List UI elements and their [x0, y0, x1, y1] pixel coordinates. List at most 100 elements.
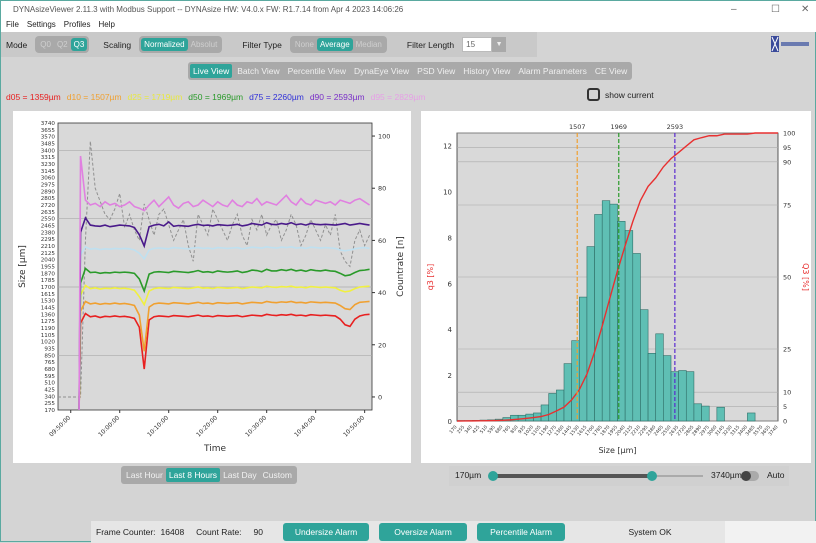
oversize-alarm-button[interactable]: Oversize Alarm	[379, 523, 467, 541]
y2-tick-label: 80	[378, 185, 386, 193]
time-custom[interactable]: Custom	[260, 468, 295, 482]
percentile-alarm-button[interactable]: Percentile Alarm	[477, 523, 565, 541]
y-tick-label: 680	[44, 367, 55, 373]
slider-high-handle[interactable]	[647, 471, 657, 481]
y-tick-label: 2975	[41, 183, 56, 189]
filter-length-input[interactable]: 15	[462, 37, 492, 52]
show-current-checkbox[interactable]: show current	[587, 88, 654, 101]
y-tick-label: 1700	[41, 285, 56, 291]
y-axis-label: Size [µm]	[18, 245, 28, 288]
tab-dynaeye-view[interactable]: DynaEye View	[351, 64, 412, 78]
view-tabs: Live View Batch View Percentile View Dyn…	[188, 62, 632, 80]
y-tick-label: 595	[44, 374, 55, 380]
slider-selected-range	[493, 474, 652, 478]
y-tick-label: 3230	[41, 162, 56, 168]
tab-ce-view[interactable]: CE View	[592, 64, 630, 78]
slider-max-label: 3740µm	[711, 470, 742, 480]
y-tick-label: 1445	[41, 306, 56, 312]
checkbox-box[interactable]	[587, 88, 600, 101]
time-range-selector: Last Hour Last 8 Hours Last Day Custom	[121, 466, 297, 484]
y-tick-label: 255	[44, 401, 55, 407]
status-spacer	[725, 521, 816, 543]
y-tick-label: 3740	[41, 121, 56, 127]
y-tick-label: 3485	[41, 142, 56, 148]
legend-d90: d90 = 2593µm	[310, 92, 365, 102]
y-tick-label: 425	[44, 388, 55, 394]
slider-low-handle[interactable]	[488, 471, 498, 481]
y2-tick-label: 95	[783, 144, 791, 152]
histogram-bar	[717, 407, 725, 421]
tab-batch-view[interactable]: Batch View	[234, 64, 282, 78]
chevron-down-icon[interactable]: ▼	[492, 37, 506, 52]
system-status: System OK	[575, 527, 725, 537]
percentile-marker-label: 2593	[667, 123, 684, 131]
y-tick-label: 2210	[41, 244, 56, 250]
y-tick-label: 1870	[41, 271, 56, 277]
scaling-normalized[interactable]: Normalized	[141, 38, 187, 51]
x-tick-label: 510	[479, 424, 489, 435]
y-tick-label: 170	[44, 408, 55, 414]
menu-file[interactable]: File	[6, 20, 19, 29]
slider-min-label: 170µm	[455, 470, 481, 480]
y-tick-label: 0	[448, 418, 452, 426]
y2-tick-label: 75	[783, 202, 791, 210]
y2-tick-label: 0	[378, 393, 382, 401]
tab-psd-view[interactable]: PSD View	[414, 64, 458, 78]
tab-percentile-view[interactable]: Percentile View	[285, 64, 349, 78]
x-axis-label: Time	[203, 444, 226, 454]
status-bar: Frame Counter: 16408 Count Rate: 90 Unde…	[91, 521, 816, 543]
auto-label: Auto	[767, 470, 785, 480]
undersize-alarm-button[interactable]: Undersize Alarm	[283, 523, 369, 541]
time-last-8-hours[interactable]: Last 8 Hours	[166, 468, 220, 482]
x-tick-label: 255	[456, 424, 466, 435]
menu-help[interactable]: Help	[98, 20, 114, 29]
minimize-button[interactable]: –	[731, 1, 737, 18]
y-tick-label: 510	[44, 381, 55, 387]
frame-counter-value: 16408	[161, 527, 185, 537]
close-button[interactable]: ✕	[801, 1, 809, 18]
time-last-hour[interactable]: Last Hour	[123, 468, 166, 482]
mode-q0[interactable]: Q0	[37, 38, 54, 51]
show-current-label: show current	[605, 90, 654, 100]
histogram-bar	[572, 341, 580, 421]
tab-history-view[interactable]: History View	[460, 64, 513, 78]
filter-average[interactable]: Average	[317, 38, 353, 51]
frame-counter-label: Frame Counter:	[96, 527, 156, 537]
filter-none[interactable]: None	[292, 38, 317, 51]
menu-settings[interactable]: Settings	[27, 20, 56, 29]
filter-median[interactable]: Median	[353, 38, 385, 51]
histogram-bar	[686, 372, 694, 421]
y-tick-label: 1360	[41, 312, 56, 318]
legend-d50: d50 = 1969µm	[188, 92, 243, 102]
tab-alarm-parameters[interactable]: Alarm Parameters	[515, 64, 590, 78]
histogram-bar	[579, 297, 587, 421]
y-tick-label: 1275	[41, 319, 56, 325]
maximize-button[interactable]: ☐	[771, 1, 780, 18]
y-tick-label: 2805	[41, 196, 56, 202]
legend-d05: d05 = 1359µm	[6, 92, 61, 102]
y-tick-label: 1190	[41, 326, 56, 332]
x-tick-label: 595	[487, 424, 497, 435]
mode-q3[interactable]: Q3	[71, 38, 88, 51]
menu-profiles[interactable]: Profiles	[64, 20, 91, 29]
x-tick-label: 425	[471, 424, 481, 435]
y2-tick-label: 25	[783, 346, 791, 354]
y-tick-label: 1105	[41, 333, 56, 339]
y2-axis-label: Countrate [n]	[396, 236, 406, 297]
auto-toggle[interactable]	[741, 471, 759, 481]
time-last-day[interactable]: Last Day	[220, 468, 260, 482]
mode-q2[interactable]: Q2	[54, 38, 71, 51]
y-tick-label: 2890	[41, 189, 56, 195]
histogram-bar	[556, 390, 564, 421]
filter-length-label: Filter Length	[407, 40, 454, 50]
scaling-absolut[interactable]: Absolut	[188, 38, 221, 51]
y-tick-label: 765	[44, 360, 55, 366]
legend-d25: d25 = 1719µm	[128, 92, 183, 102]
tab-live-view[interactable]: Live View	[190, 64, 232, 78]
legend-d10: d10 = 1507µm	[67, 92, 122, 102]
histogram-bar	[648, 353, 656, 421]
